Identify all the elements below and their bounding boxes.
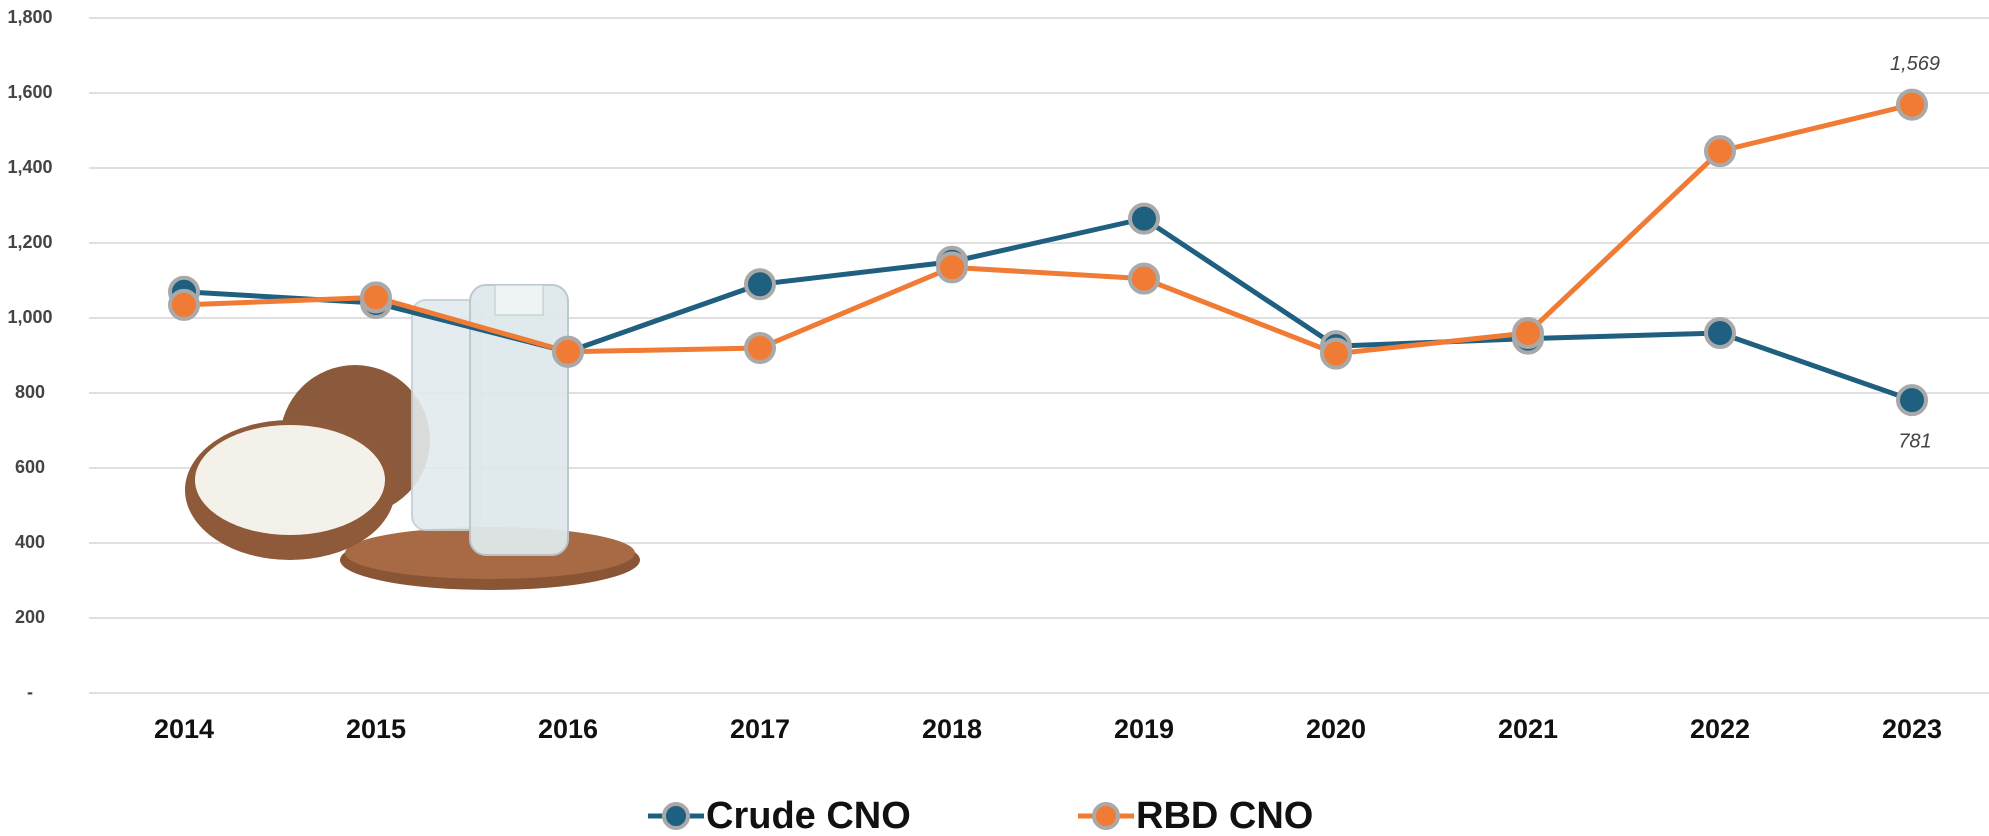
legend-marker: [664, 804, 688, 828]
data-point: [554, 338, 582, 366]
data-point: [1898, 386, 1926, 414]
data-point: [1514, 319, 1542, 347]
series-line: [184, 105, 1912, 354]
y-tick-label: 200: [15, 607, 45, 627]
y-tick-label: -: [27, 682, 33, 702]
x-tick-label: 2022: [1690, 714, 1750, 744]
data-point: [746, 270, 774, 298]
y-tick-label: 1,600: [7, 82, 52, 102]
legend-label: Crude CNO: [706, 795, 911, 836]
y-tick-label: 1,800: [7, 7, 52, 27]
data-point: [1130, 205, 1158, 233]
y-tick-label: 1,400: [7, 157, 52, 177]
x-tick-label: 2021: [1498, 714, 1558, 744]
data-point: [170, 291, 198, 319]
data-point: [746, 334, 774, 362]
data-point: [362, 283, 390, 311]
data-point: [938, 253, 966, 281]
x-tick-label: 2023: [1882, 714, 1942, 744]
grid: [89, 18, 1989, 693]
y-tick-label: 800: [15, 382, 45, 402]
data-point: [1706, 137, 1734, 165]
x-tick-label: 2016: [538, 714, 598, 744]
data-point: [1898, 91, 1926, 119]
legend-label: RBD CNO: [1136, 795, 1313, 836]
chart: - 200 400 600 800 1,000 1,200 1,400 1,600 1,800 20…: [0, 0, 1989, 836]
y-tick-label: 1,000: [7, 307, 52, 327]
x-tick-label: 2015: [346, 714, 406, 744]
y-tick-label: 600: [15, 457, 45, 477]
data-label: 781: [1898, 430, 1931, 452]
x-tick-label: 2018: [922, 714, 982, 744]
data-point: [1130, 265, 1158, 293]
legend-marker: [1094, 804, 1118, 828]
x-tick-label: 2020: [1306, 714, 1366, 744]
data-label: 1,569: [1890, 53, 1940, 75]
x-tick-label: 2017: [730, 714, 790, 744]
y-tick-label: 1,200: [7, 232, 52, 252]
coconut-image: [185, 285, 640, 590]
data-point: [1322, 340, 1350, 368]
x-tick-label: 2019: [1114, 714, 1174, 744]
data-point: [1706, 319, 1734, 347]
y-tick-label: 400: [15, 532, 45, 552]
x-tick-label: 2014: [154, 714, 214, 744]
